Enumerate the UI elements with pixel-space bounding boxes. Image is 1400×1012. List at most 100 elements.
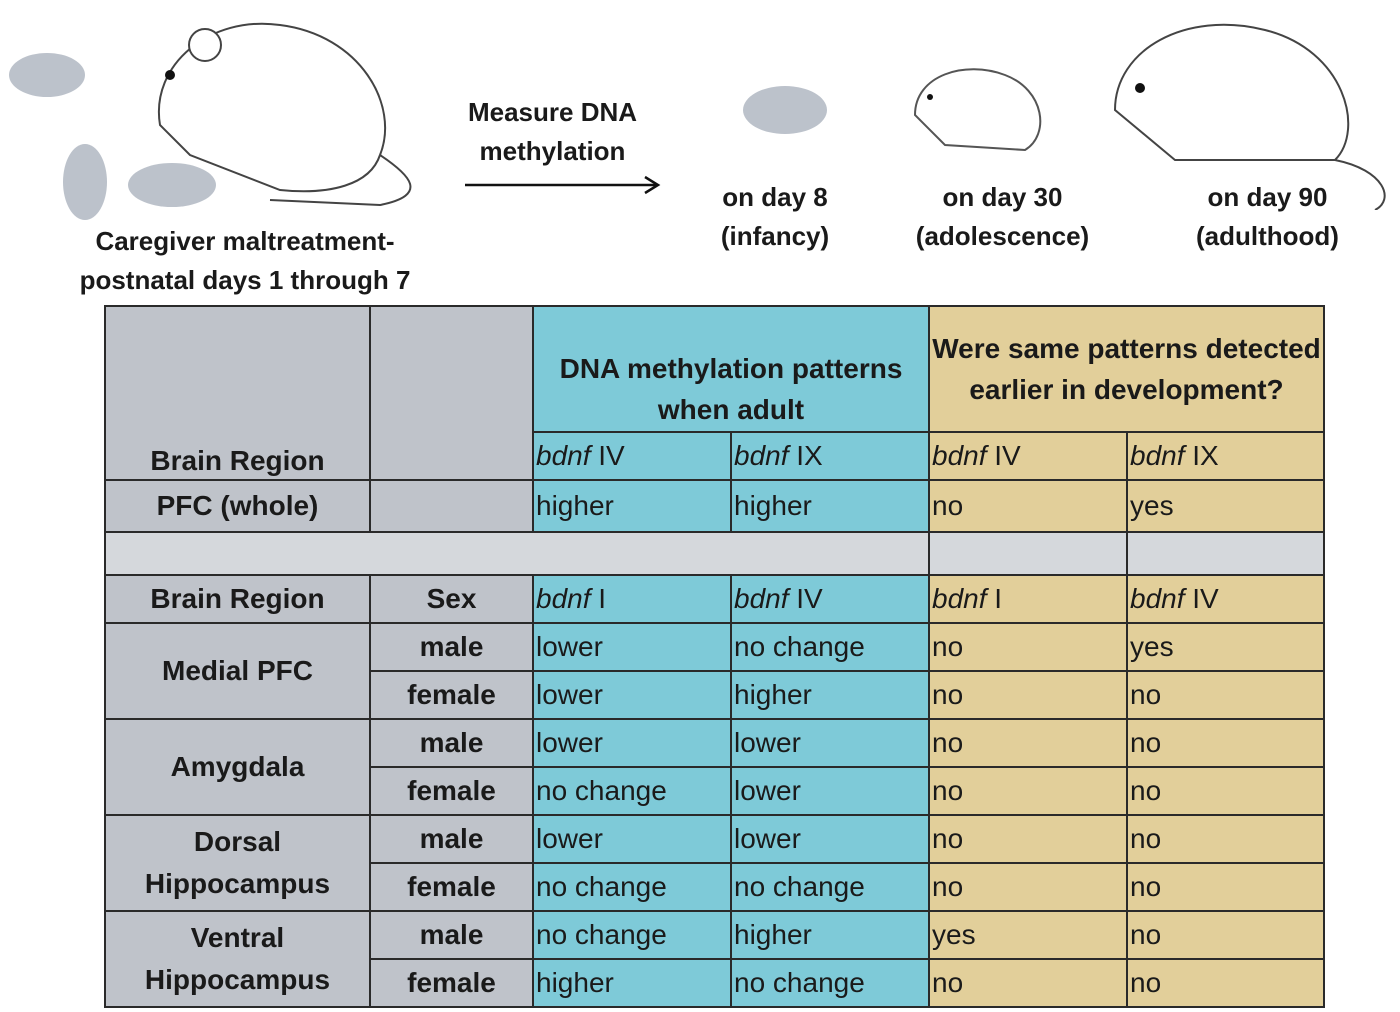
- table-row: Medial PFC male lower no change no yes: [104, 622, 1325, 720]
- value-cell: no change: [532, 862, 732, 912]
- sex-cell: male: [369, 910, 534, 960]
- caregiver-line-2: postnatal days 1 through 7: [79, 265, 411, 295]
- region-cell: Amygdala: [104, 718, 371, 816]
- value-cell: no: [928, 814, 1128, 864]
- pup-icon: [128, 163, 216, 207]
- gene-header: bdnf IV: [1126, 574, 1325, 624]
- sex-cell: female: [369, 766, 534, 816]
- separator-row: [104, 531, 1325, 576]
- timepoint-stage: (adulthood): [1196, 221, 1339, 251]
- timepoint-stage: (adolescence): [915, 221, 1090, 251]
- gene-name: bdnf: [536, 583, 591, 614]
- adolescent-mouse-icon: [913, 68, 1042, 152]
- timepoint-day: on day 8: [722, 182, 828, 212]
- header-empty: [369, 305, 534, 481]
- value-cell: no: [928, 670, 1128, 720]
- value-cell: lower: [730, 718, 930, 768]
- region-cell: PFC (whole): [104, 479, 371, 533]
- value-cell: lower: [532, 622, 732, 672]
- gene-header: bdnf IX: [730, 431, 930, 481]
- value-cell: no: [928, 862, 1128, 912]
- pup-icon: [9, 53, 85, 97]
- value-cell: no: [928, 958, 1128, 1008]
- value-cell: no: [928, 766, 1128, 816]
- value-cell: no: [1126, 814, 1325, 864]
- gene-header: bdnf IV: [730, 574, 930, 624]
- gene-header: bdnf I: [928, 574, 1128, 624]
- timepoint-stage: (infancy): [720, 221, 830, 251]
- value-cell: no change: [532, 766, 732, 816]
- arrow-label-line-2: methylation: [479, 136, 626, 166]
- table-row: female no change no change no no: [105, 862, 1325, 912]
- timepoint-day8: on day 8 (infancy): [690, 178, 860, 256]
- table-row: female no change lower no no: [105, 766, 1325, 816]
- gene-name: bdnf: [734, 440, 789, 471]
- table-row: Dorsal Hippocampus male lower lower no no: [104, 814, 1325, 912]
- header-brain-region: Brain Region: [104, 305, 371, 481]
- value-cell: higher: [532, 479, 732, 533]
- sex-cell: female: [369, 670, 534, 720]
- promoter-number: IX: [1192, 440, 1219, 471]
- promoter-number: I: [994, 583, 1003, 614]
- gene-name: bdnf: [734, 583, 789, 614]
- sex-cell: female: [369, 862, 534, 912]
- gene-name: bdnf: [932, 583, 987, 614]
- header-brain-region: Brain Region: [104, 574, 371, 624]
- arrow-label-line-1: Measure DNA: [467, 97, 638, 127]
- region-cell: Medial PFC: [104, 622, 371, 720]
- gene-name: bdnf: [1130, 440, 1185, 471]
- sex-cell: male: [369, 814, 534, 864]
- gene-header: bdnf IV: [928, 431, 1128, 481]
- timepoint-day90: on day 90 (adulthood): [1160, 178, 1375, 256]
- gene-name: bdnf: [1130, 583, 1185, 614]
- adult-mouse-icon: [157, 22, 412, 207]
- promoter-number: I: [598, 583, 607, 614]
- value-cell: no: [1126, 670, 1325, 720]
- value-cell: no change: [730, 622, 930, 672]
- timepoint-day: on day 90: [1207, 182, 1328, 212]
- value-cell: lower: [532, 718, 732, 768]
- value-cell: lower: [532, 670, 732, 720]
- value-cell: lower: [532, 814, 732, 864]
- region-cell: Dorsal Hippocampus: [104, 814, 371, 912]
- right-arrow-icon: [465, 175, 661, 195]
- separator-cell: [1126, 531, 1325, 576]
- table-row: Ventral Hippocampus male no change higher ye…: [104, 910, 1325, 1008]
- timepoint-day30: on day 30 (adolescence): [890, 178, 1115, 256]
- value-cell: higher: [532, 958, 732, 1008]
- value-cell: higher: [730, 910, 930, 960]
- value-cell: higher: [730, 479, 930, 533]
- gene-name: bdnf: [932, 440, 987, 471]
- promoter-number: IX: [796, 440, 823, 471]
- table-row: female higher no change no no: [105, 958, 1325, 1008]
- value-cell: no change: [730, 958, 930, 1008]
- header-sex: Sex: [369, 574, 534, 624]
- arrow-label: Measure DNA methylation: [440, 93, 665, 171]
- timepoint-day: on day 30: [942, 182, 1063, 212]
- promoter-number: IV: [994, 440, 1021, 471]
- value-cell: lower: [730, 766, 930, 816]
- adult-mouse-icon: [1113, 23, 1386, 210]
- value-cell: yes: [928, 910, 1128, 960]
- header-earlier-patterns: Were same patterns detected earlier in d…: [928, 305, 1325, 433]
- value-cell: no change: [532, 910, 732, 960]
- separator-cell: [928, 531, 1128, 576]
- promoter-number: IV: [796, 583, 823, 614]
- value-cell: no: [928, 622, 1128, 672]
- infant-mouse-icon: [743, 86, 827, 134]
- value-cell: no: [1126, 958, 1325, 1008]
- sex-cell: female: [369, 958, 534, 1008]
- pup-icon: [63, 144, 107, 220]
- value-cell: no: [928, 479, 1128, 533]
- caregiver-line-1: Caregiver maltreatment-: [95, 226, 395, 256]
- gene-header: bdnf IX: [1126, 431, 1325, 481]
- value-cell: yes: [1126, 622, 1325, 672]
- header-adult-patterns: DNA methylation patterns when adult: [532, 305, 930, 433]
- table-row: female lower higher no no: [105, 670, 1325, 720]
- region-cell: Ventral Hippocampus: [104, 910, 371, 1008]
- gene-header: bdnf I: [532, 574, 732, 624]
- value-cell: no: [1126, 910, 1325, 960]
- gene-header: bdnf IV: [532, 431, 732, 481]
- sex-cell: male: [369, 622, 534, 672]
- separator-cell: [104, 531, 930, 576]
